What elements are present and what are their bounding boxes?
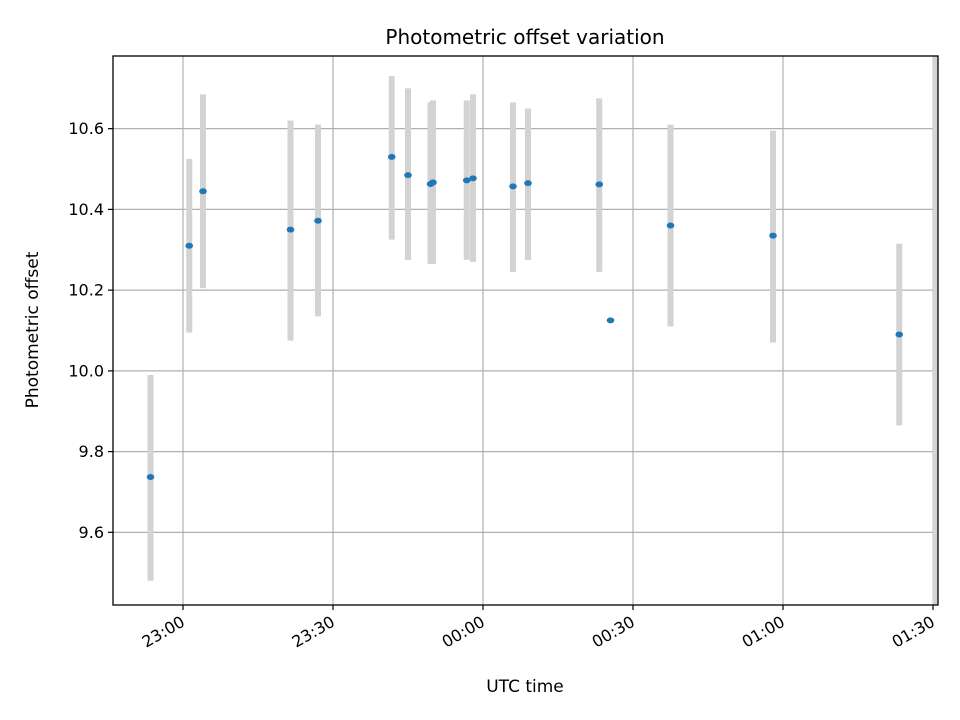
data-point: [286, 226, 295, 233]
y-axis-ticks: 9.6 9.8 10.0 10.2 10.4 10.6: [68, 119, 113, 542]
plot-frame: [112, 55, 939, 606]
data-point: [895, 331, 904, 338]
y-tick-label: 10.4: [68, 200, 104, 219]
data-point: [404, 172, 412, 179]
data-point: [524, 180, 532, 187]
data-point: [185, 242, 194, 249]
y-tick-label: 10.2: [68, 281, 104, 300]
y-tick-label: 10.6: [68, 119, 104, 138]
y-tick-label: 9.8: [79, 442, 104, 461]
data-point: [666, 222, 675, 229]
data-point: [462, 177, 471, 184]
data-point: [387, 153, 396, 160]
y-tick-label: 10.0: [68, 361, 104, 380]
data-point: [469, 175, 477, 182]
y-tick-label: 9.6: [79, 523, 104, 542]
error-bar: [932, 56, 939, 605]
data-point: [769, 232, 777, 239]
data-point: [199, 188, 207, 195]
y-axis-title: Photometric offset: [23, 251, 43, 408]
data-point: [146, 474, 155, 481]
data-point: [429, 179, 437, 186]
chart-title: Photometric offset variation: [385, 25, 664, 49]
data-point: [606, 317, 615, 324]
data-point: [314, 217, 322, 224]
data-point: [509, 183, 517, 190]
x-axis-title: UTC time: [486, 677, 564, 697]
data-points: [146, 153, 904, 481]
data-point: [595, 181, 604, 188]
